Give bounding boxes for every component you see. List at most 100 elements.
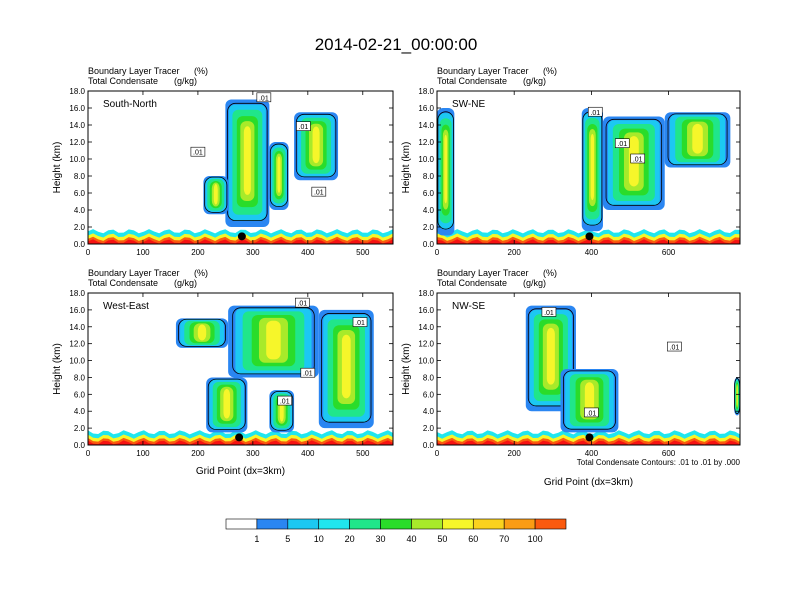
y-tick-label: 4.0 — [74, 206, 86, 215]
x-tick-label: 400 — [585, 449, 599, 458]
panel-subtitle-1: Boundary Layer Tracer — [437, 66, 529, 76]
y-tick-label: 16.0 — [418, 104, 434, 113]
bl-band-max — [88, 239, 393, 244]
y-tick-label: 8.0 — [423, 172, 435, 181]
condensate-contour-3 — [207, 378, 246, 430]
panel-0: Boundary Layer Tracer (%) Total Condensate… — [52, 66, 394, 257]
bl-band-max — [437, 239, 740, 244]
y-tick-label: 10.0 — [69, 155, 85, 164]
contour-label-box — [296, 121, 311, 131]
y-tick-label: 0.0 — [423, 240, 435, 249]
contour-label: .01 — [617, 141, 627, 148]
y-axis-label: Height (km) — [401, 343, 412, 395]
colorbar-box — [411, 518, 443, 530]
panel-subtitle-1-unit: (%) — [543, 268, 557, 278]
y-tick-label: 8.0 — [74, 373, 86, 382]
plume-3-layer-5 — [223, 388, 231, 419]
colorbar-label: 70 — [499, 534, 509, 544]
figure-title: 2014-02-21_00:00:00 — [315, 35, 478, 54]
colorbar-box — [256, 518, 289, 530]
y-tick-label: 2.0 — [423, 424, 435, 433]
x-tick-label: 200 — [508, 248, 522, 257]
condensate-contour-0 — [227, 102, 268, 222]
contour-label: .01 — [633, 157, 643, 164]
colorbar-label: 50 — [437, 534, 447, 544]
panel-subtitle-2-unit: (g/kg) — [174, 76, 197, 86]
contour-label-box — [614, 138, 630, 148]
plume-2-layer-5 — [341, 334, 351, 399]
panel-3: Boundary Layer Tracer (%) Total Condensate… — [401, 268, 741, 488]
y-tick-label: 12.0 — [418, 340, 434, 349]
plume-3-layer-5 — [213, 184, 218, 205]
x-tick-label: 100 — [136, 248, 150, 257]
panel-subtitle-1: Boundary Layer Tracer — [88, 268, 180, 278]
colorbar-label: 1 — [254, 534, 259, 544]
bl-band-max — [88, 440, 393, 445]
y-tick-label: 14.0 — [69, 121, 85, 130]
plot-frame — [87, 292, 394, 446]
location-marker — [237, 232, 246, 241]
colorbar-label: 20 — [345, 534, 355, 544]
y-tick-label: 8.0 — [74, 172, 86, 181]
x-tick-label: 400 — [301, 248, 315, 257]
contour-label-box — [352, 317, 368, 327]
contour-label: .01 — [587, 410, 597, 417]
y-tick-label: 10.0 — [418, 357, 434, 366]
contour-label-box — [587, 106, 603, 117]
panel-name: South-North — [103, 99, 157, 110]
panel-name: NW-SE — [452, 301, 485, 312]
y-tick-label: 14.0 — [418, 121, 434, 130]
y-tick-label: 2.0 — [74, 424, 86, 433]
colorbar-box — [318, 518, 350, 530]
colorbar-box — [503, 518, 536, 530]
contour-label: .01 — [193, 150, 203, 157]
y-tick-label: 14.0 — [418, 323, 434, 332]
contour-label: .01 — [590, 110, 600, 117]
colorbar: 1 5 10 20 30 40 50 60 70 100 — [225, 518, 567, 544]
y-tick-label: 0.0 — [74, 240, 86, 249]
panel-subtitle-2-unit: (g/kg) — [523, 76, 546, 86]
y-tick-label: 6.0 — [74, 189, 86, 198]
x-tick-label: 400 — [585, 248, 599, 257]
x-tick-label: 0 — [86, 248, 91, 257]
colorbar-box — [472, 518, 505, 530]
plume-0-layer-5 — [546, 327, 555, 385]
contour-label: .01 — [314, 190, 324, 197]
condensate-contour-1 — [269, 143, 289, 207]
x-tick-label: 200 — [508, 449, 522, 458]
contour-label-box — [256, 92, 272, 103]
contour-label-box — [190, 146, 206, 157]
panel-subtitle-1: Boundary Layer Tracer — [88, 66, 180, 76]
y-tick-label: 2.0 — [74, 223, 86, 232]
plume-0-layer-5 — [444, 134, 448, 204]
x-tick-label: 200 — [191, 449, 205, 458]
colorbar-label: 30 — [376, 534, 386, 544]
panel-subtitle-1-unit: (%) — [543, 66, 557, 76]
y-tick-label: 12.0 — [69, 138, 85, 147]
x-axis-label: Grid Point (dx=3km) — [544, 477, 633, 488]
x-tick-label: 200 — [191, 248, 205, 257]
colorbar-box — [349, 518, 381, 530]
condensate-contour-4 — [270, 390, 294, 431]
y-tick-label: 0.0 — [423, 441, 435, 450]
condensate-contour-0 — [437, 111, 454, 230]
x-tick-label: 400 — [301, 449, 315, 458]
y-tick-label: 12.0 — [69, 340, 85, 349]
plot-frame — [436, 292, 741, 446]
plot-area: .01 .01 .01 .01 — [88, 297, 393, 445]
y-tick-label: 16.0 — [418, 306, 434, 315]
y-tick-label: 4.0 — [423, 206, 435, 215]
contour-label-box — [295, 297, 310, 308]
x-tick-label: 100 — [136, 449, 150, 458]
plot-area: .01 .01 .01 — [437, 106, 740, 244]
contour-label: .01 — [355, 320, 365, 327]
panel-subtitle-1-unit: (%) — [194, 66, 208, 76]
contour-label-box — [300, 367, 316, 378]
colorbar-box — [380, 518, 412, 530]
plot-frame — [436, 90, 741, 245]
contour-label: .01 — [670, 345, 680, 352]
y-tick-label: 2.0 — [423, 223, 435, 232]
plume-0-layer-5 — [243, 126, 251, 195]
condensate-contour-2 — [295, 113, 337, 178]
